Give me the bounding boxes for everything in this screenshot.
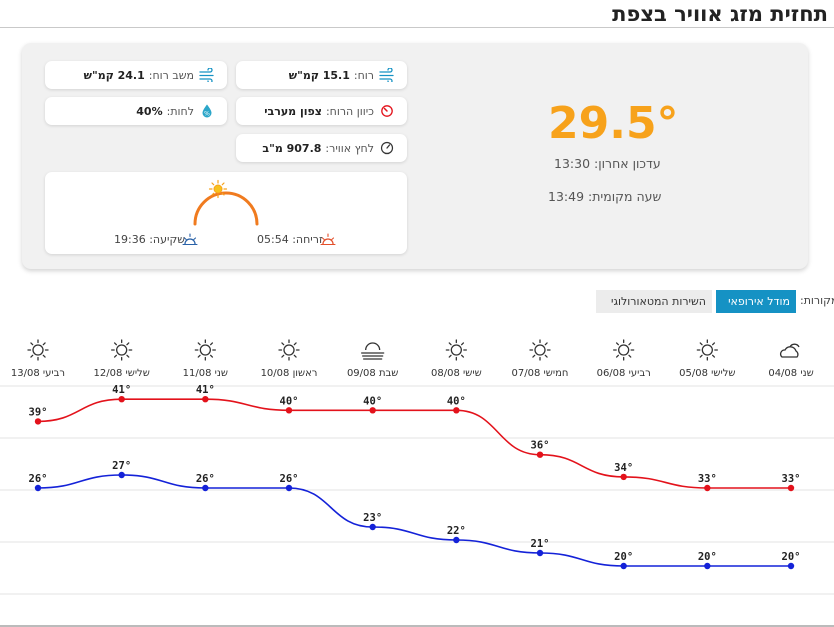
day-label: שלישי 05/08 [679,368,735,379]
high-temp-point [620,473,627,481]
low-temp-label: 21° [531,538,550,550]
wind-direction-label: כיוון הרוח: [325,104,374,118]
sunrise-text: זריחה: 05:54 [257,233,323,246]
sun-times-card: זריחה: 05:54 שקיעה: 19:36 [45,172,407,254]
wind-label: רוח: [353,68,374,82]
high-temp-line [37,398,792,489]
pressure-value: 907.8 מ"ב [262,141,322,155]
high-temp-label: 39° [29,406,48,418]
pressure-card: לחץ אוויר: 907.8 מ"ב [236,134,407,162]
day-label: רביעי 13/08 [11,368,65,379]
low-temp-point [704,562,711,570]
low-temp-point [118,471,125,479]
gust-card: משב רוח: 24.1 קמ"ש [45,61,227,89]
sun-icon [27,339,49,361]
low-temp-label: 20° [782,551,801,563]
low-temp-label: 22° [447,525,466,537]
source-meteorological-service-button[interactable]: השירות המטאורולוגי [596,290,712,313]
sun-icon [194,339,216,361]
high-temp-label: 40° [363,395,382,407]
low-temp-point [453,536,460,544]
high-temp-label: 33° [782,473,801,485]
low-temp-label: 20° [614,551,633,563]
low-temp-point [285,484,293,492]
sun-icon [529,339,551,361]
humidity-label: לחות: [166,104,194,118]
forecast-chart: שני 04/08 שלישי 05/08 רביעי 06/08 חמישי 07/… [0,339,834,627]
sun-icon [278,339,300,361]
day-label: שבת 09/08 [347,368,398,379]
low-temp-label: 27° [112,460,131,472]
wind-value: 15.1 קמ"ש [288,68,350,82]
sunrise-icon [320,231,336,250]
low-temp-point [620,562,627,570]
day-label: שני 11/08 [183,368,228,379]
sun-position-icon [208,179,228,199]
humidity-drop-icon: % [199,104,215,118]
partly-cloudy-icon [780,343,800,358]
low-temp-point [34,484,42,492]
low-temp-point [369,523,376,531]
gust-label: משב רוח: [148,68,194,82]
low-temp-point [787,562,795,570]
sun-icon [613,339,635,361]
local-time: שעה מקומית: 13:49 [548,189,662,204]
high-temp-label: 40° [280,395,299,407]
high-temp-label: 40° [447,395,466,407]
wind-direction-card: כיוון הרוח: צפון מערבי [236,97,407,125]
wind-gust-icon [199,67,215,84]
humidity-value: 40% [136,104,163,118]
haze-icon [361,342,385,360]
wind-icon [379,67,395,84]
sun-arc-graphic [193,179,259,226]
day-label: שלישי 12/08 [93,368,149,379]
high-temp-label: 41° [112,384,131,396]
day-label: ראשון 10/08 [261,368,318,379]
low-temp-label: 26° [29,473,48,485]
day-label: שני 04/08 [768,368,813,379]
high-temp-label: 34° [614,462,633,474]
low-temp-label: 26° [196,473,215,485]
high-temp-point [704,484,711,492]
source-european-model-button[interactable]: מודל אירופאי [716,290,796,313]
day-label: שישי 08/08 [431,368,482,379]
svg-text:%: % [204,111,210,118]
high-temp-label: 33° [698,473,717,485]
day-label: רביעי 06/08 [597,368,651,379]
sunset-text: שקיעה: 19:36 [114,233,186,246]
wind-card: רוח: 15.1 קמ"ש [236,61,407,89]
sources-label: מקורות: [800,294,834,307]
low-temp-label: 23° [363,512,382,524]
low-temp-point [202,484,209,492]
high-temp-point [285,407,293,414]
sun-icon [696,339,718,361]
current-temperature: 29.5° [548,98,679,149]
high-temp-point [34,418,42,425]
high-temp-point [202,396,209,403]
wind-direction-value: צפון מערבי [264,104,322,118]
high-temp-point [118,396,125,403]
high-temp-point [369,407,376,414]
sun-icon [111,339,133,361]
low-temp-point [536,549,544,557]
pressure-label: לחץ אוויר: [325,141,374,155]
low-temp-label: 26° [280,473,299,485]
low-temp-label: 20° [698,551,717,563]
compass-icon [379,104,395,118]
sun-icon [445,339,467,361]
last-update: עדכון אחרון: 13:30 [554,156,661,171]
page-title: תחזית מזג אוויר בצפת [612,2,828,26]
low-temp-line [37,474,791,567]
high-temp-label: 41° [196,384,215,396]
day-label: חמישי 07/08 [512,368,569,379]
high-temp-label: 36° [531,440,550,452]
title-divider [0,27,834,28]
sunset-icon [182,231,198,250]
barometer-icon [379,141,395,155]
gust-value: 24.1 קמ"ש [83,68,145,82]
high-temp-point [787,484,795,492]
high-temp-point [536,451,544,458]
humidity-card: % לחות: 40% [45,97,227,125]
high-temp-point [453,407,460,414]
